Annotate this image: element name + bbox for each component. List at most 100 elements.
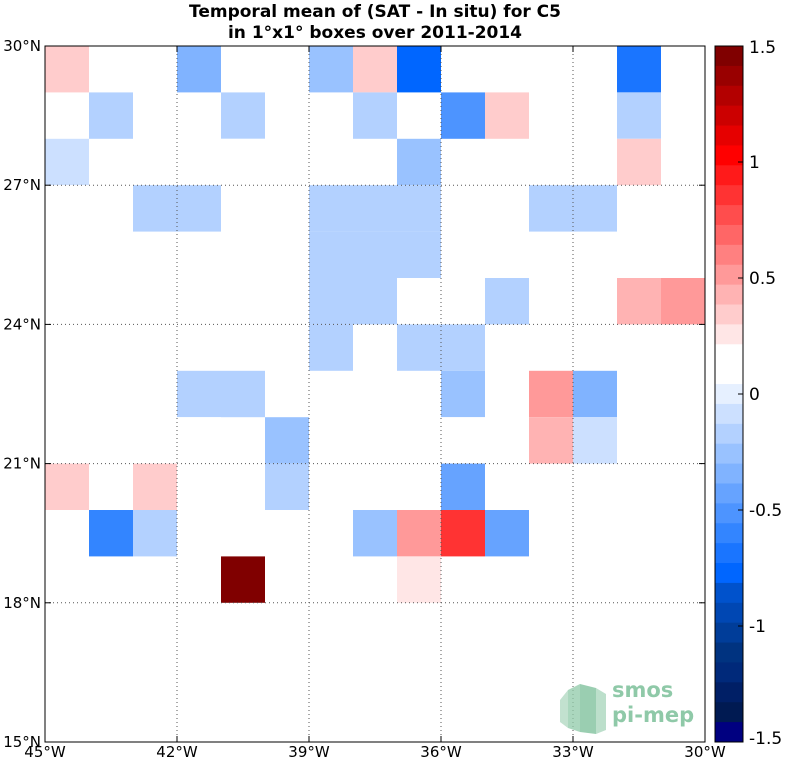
heatmap-cell — [617, 92, 661, 139]
colorbar-segment — [715, 682, 743, 703]
y-tick-label: 27°N — [3, 176, 41, 194]
heatmap-cell — [573, 370, 617, 418]
colorbar-segment — [715, 85, 743, 107]
colorbar-segment — [715, 244, 743, 266]
heatmap-cell — [221, 92, 265, 139]
heatmap-cell — [353, 46, 397, 93]
colorbar-segment — [715, 284, 743, 306]
colorbar-segment — [715, 602, 743, 624]
colorbar-tick-label: -1 — [749, 617, 766, 637]
heatmap-cell — [133, 185, 177, 232]
heatmap-cell — [485, 510, 529, 557]
colorbar-segment — [715, 205, 743, 226]
colorbar-segment — [715, 582, 743, 604]
heatmap-cell — [441, 370, 485, 418]
colorbar-segment — [715, 264, 743, 286]
heatmap-cell — [573, 185, 617, 232]
heatmap-cells — [45, 46, 705, 603]
heatmap-cell — [397, 46, 441, 93]
heatmap-cell — [397, 510, 441, 557]
x-tick-label: 39°W — [288, 743, 330, 760]
colorbar-segment — [715, 702, 743, 723]
colorbar — [714, 45, 744, 743]
colorbar-segment — [715, 523, 743, 544]
heatmap-cell — [353, 510, 397, 557]
x-tick-label: 33°W — [552, 743, 594, 760]
colorbar-segment — [715, 483, 743, 504]
heatmap-cell — [177, 185, 221, 232]
colorbar-segment — [715, 543, 743, 564]
logo-mark-icon — [560, 684, 606, 734]
x-axis-ticks: 45°W 42°W 39°W 36°W 33°W 30°W — [24, 46, 726, 760]
heatmap-cell — [177, 46, 221, 93]
colorbar-segment — [715, 563, 743, 584]
y-tick-label: 15°N — [3, 733, 41, 751]
heatmap-cell — [309, 46, 353, 93]
heatmap-cell — [309, 278, 353, 325]
heatmap-cell — [309, 324, 353, 371]
heatmap-cell — [397, 556, 441, 603]
heatmap-cell — [573, 417, 617, 464]
colorbar-segment — [715, 344, 743, 365]
colorbar-segment — [715, 145, 743, 166]
heatmap-cell — [485, 278, 529, 325]
heatmap-cell — [265, 417, 309, 464]
heatmap-cell — [177, 370, 221, 418]
heatmap-cell — [353, 231, 397, 278]
x-tick-label: 36°W — [420, 743, 462, 760]
chart-title: Temporal mean of (SAT - In situ) for C5 — [189, 2, 561, 22]
heatmap-cell — [221, 138, 265, 186]
heatmap-cell — [45, 46, 89, 93]
heatmap-cell — [353, 278, 397, 325]
colorbar-tick-label: 0 — [749, 385, 760, 405]
heatmap-cell — [309, 231, 353, 278]
y-tick-label: 30°N — [3, 37, 41, 55]
heatmap-cell — [45, 463, 89, 510]
heatmap-cell — [397, 138, 441, 186]
heatmap-cell — [441, 92, 485, 139]
heatmap-cell — [45, 138, 89, 186]
heatmap-cell — [89, 510, 133, 557]
heatmap-cell — [441, 324, 485, 371]
colorbar-segment — [715, 185, 743, 206]
plot-frame — [44, 45, 706, 743]
colorbar-segment — [715, 443, 743, 465]
heatmap-cell — [353, 92, 397, 139]
colorbar-segment — [715, 384, 743, 405]
heatmap-cell — [617, 278, 661, 325]
smos-pi-mep-logo: smos pi-mep — [560, 678, 694, 734]
colorbar-segment — [715, 324, 743, 345]
heatmap-cell — [221, 556, 265, 603]
colorbar-segment — [715, 662, 743, 683]
colorbar-segment — [715, 165, 743, 186]
colorbar-segment — [715, 622, 743, 644]
heatmap-cell — [573, 278, 617, 325]
heatmap-cell — [265, 92, 309, 139]
heatmap-cell — [617, 138, 661, 186]
chart-subtitle: in 1°x1° boxes over 2011-2014 — [228, 23, 522, 43]
colorbar-segment — [715, 503, 743, 524]
y-tick-label: 21°N — [3, 455, 41, 473]
heatmap-cell — [397, 324, 441, 371]
heatmap-cell — [309, 185, 353, 232]
x-tick-label: 45°W — [24, 743, 66, 760]
heatmap-cell — [45, 185, 89, 232]
heatmap-cell — [441, 463, 485, 510]
y-tick-label: 18°N — [3, 594, 41, 612]
colorbar-tick-label: 1 — [749, 153, 760, 173]
colorbar-segment — [715, 125, 743, 146]
y-axis-ticks: 15°N 18°N 21°N 24°N 27°N 30°N — [3, 37, 705, 751]
colorbar-segment — [715, 65, 743, 87]
heatmap-cell — [617, 46, 661, 93]
heatmap-cell — [441, 417, 485, 464]
logo-line1: smos — [612, 678, 673, 702]
colorbar-segment — [715, 463, 743, 484]
grid-lines — [45, 46, 705, 742]
colorbar-segment — [715, 642, 743, 663]
heatmap-cell — [133, 510, 177, 557]
colorbar-segment — [715, 423, 743, 445]
heatmap-cell — [89, 92, 133, 139]
colorbar-tick-label: -0.5 — [749, 501, 782, 521]
heatmap-cell — [133, 463, 177, 510]
